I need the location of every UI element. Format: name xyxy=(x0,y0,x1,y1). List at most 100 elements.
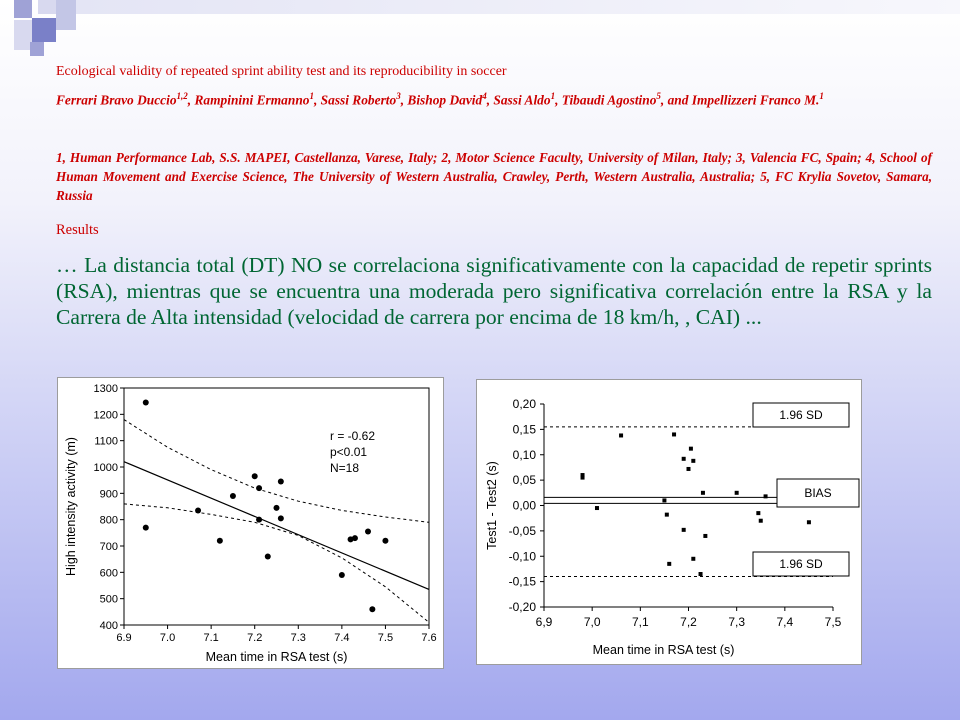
author-affiliation-sup: 3 xyxy=(396,91,401,101)
reference-line-label: 1.96 SD xyxy=(779,408,823,422)
x-tick-label: 7,4 xyxy=(776,615,793,629)
data-point xyxy=(681,527,686,532)
y-tick-label: 0,20 xyxy=(513,397,537,411)
data-point xyxy=(806,520,811,525)
data-point xyxy=(664,512,669,517)
paper-title: Ecological validity of repeated sprint a… xyxy=(56,64,507,79)
data-point xyxy=(758,518,763,523)
top-band xyxy=(76,0,960,14)
y-tick-label: 0,15 xyxy=(513,422,537,436)
x-tick-label: 7.0 xyxy=(160,632,175,644)
x-tick-label: 7.5 xyxy=(378,632,393,644)
decor-square-2 xyxy=(38,0,56,14)
data-point xyxy=(277,478,284,485)
affiliations: 1, Human Performance Lab, S.S. MAPEI, Ca… xyxy=(56,150,932,203)
x-axis-label: Mean time in RSA test (s) xyxy=(206,650,348,664)
decor-square-1 xyxy=(14,0,32,18)
x-tick-label: 7.2 xyxy=(247,632,262,644)
reference-line-label: 1.96 SD xyxy=(779,557,823,571)
y-tick-label: 0,05 xyxy=(513,473,537,487)
stat-annotation: r = -0.62 xyxy=(330,429,375,443)
data-point xyxy=(703,533,708,538)
y-tick-label: 600 xyxy=(100,567,118,579)
data-point xyxy=(691,458,696,463)
data-point xyxy=(195,507,202,514)
data-point xyxy=(277,515,284,522)
data-point xyxy=(734,490,739,495)
confidence-band-lower xyxy=(123,503,430,623)
author-list: Ferrari Bravo Duccio1,2, Rampinini Erman… xyxy=(56,91,824,108)
data-point xyxy=(619,433,624,438)
y-tick-label: -0,10 xyxy=(509,549,537,563)
author-name: Impellizzeri Franco M. xyxy=(691,92,820,108)
data-point xyxy=(698,572,703,577)
results-body-text: … La distancia total (DT) NO se correlac… xyxy=(56,253,932,329)
data-point xyxy=(229,492,236,499)
stat-annotation: N=18 xyxy=(330,461,359,475)
author-name: Sassi Aldo xyxy=(493,92,551,108)
data-point xyxy=(273,504,280,511)
y-tick-label: 500 xyxy=(100,594,118,606)
stat-annotation: p<0.01 xyxy=(330,445,367,459)
data-point xyxy=(264,553,271,560)
x-tick-label: 6,9 xyxy=(536,615,553,629)
data-point xyxy=(667,561,672,566)
author-name: Rampinini Ermanno xyxy=(194,92,310,108)
y-tick-label: -0,05 xyxy=(509,524,537,538)
data-point xyxy=(256,516,263,523)
data-point xyxy=(688,446,693,451)
data-point xyxy=(763,494,768,499)
data-point xyxy=(580,475,585,480)
correlation-chart-panel: 6.9 7.0 7.1 7.2 7.3 7.4 7.5 7.6 400 500 600 700 800 9… xyxy=(57,377,444,669)
data-point xyxy=(686,466,691,471)
data-point xyxy=(681,456,686,461)
decor-square-5 xyxy=(32,18,56,42)
correlation-scatter-chart: 6.9 7.0 7.1 7.2 7.3 7.4 7.5 7.6 400 500 600 700 800 9… xyxy=(64,383,437,664)
decor-square-4 xyxy=(14,20,32,50)
y-tick-label: -0,15 xyxy=(509,575,537,589)
y-tick-label: -0,20 xyxy=(509,600,537,614)
y-tick-label: 1300 xyxy=(94,383,118,395)
y-tick-label: 700 xyxy=(100,541,118,553)
author-affiliation-sup: 5 xyxy=(656,91,661,101)
y-axis-label: High intensity activity (m) xyxy=(64,437,78,576)
x-tick-label: 7.1 xyxy=(203,632,218,644)
author-affiliation-sup: 1 xyxy=(309,91,314,101)
y-tick-label: 1100 xyxy=(94,436,118,448)
data-point xyxy=(338,571,345,578)
data-point xyxy=(594,506,599,511)
author-affiliation-sup: 1 xyxy=(550,91,556,101)
regression-line xyxy=(123,461,430,590)
reference-label-box xyxy=(752,402,850,428)
data-point xyxy=(142,524,149,531)
y-tick-label: 1200 xyxy=(94,409,118,421)
data-point xyxy=(700,490,705,495)
author-name: Tibaudi Agostino xyxy=(561,92,657,108)
y-tick-label: 0,00 xyxy=(513,499,537,513)
x-tick-label: 7,1 xyxy=(632,615,649,629)
x-tick-label: 7.6 xyxy=(421,632,436,644)
data-point xyxy=(369,606,376,613)
decor-square-3 xyxy=(56,0,76,30)
author-name: Sassi Roberto xyxy=(320,92,397,108)
data-point xyxy=(756,511,761,516)
y-tick-label: 800 xyxy=(100,515,118,527)
plot-frame xyxy=(123,387,430,626)
bland-altman-chart: 6,9 7,0 7,1 7,2 7,3 7,4 7,5 -0,20 -0,15 -0,10 -0,0… xyxy=(485,397,860,657)
decor-square-6 xyxy=(30,42,44,56)
x-tick-label: 7.3 xyxy=(291,632,306,644)
data-point xyxy=(365,528,371,535)
y-tick-label: 900 xyxy=(100,488,118,500)
reference-label-box xyxy=(752,551,850,577)
data-point xyxy=(216,537,223,544)
data-point xyxy=(672,432,677,437)
confidence-band-upper xyxy=(123,419,430,523)
data-point xyxy=(251,473,258,480)
y-tick-label: 1000 xyxy=(94,462,118,474)
x-tick-label: 7.4 xyxy=(334,632,349,644)
data-point xyxy=(691,556,696,561)
data-point xyxy=(662,498,667,503)
x-tick-label: 7,2 xyxy=(680,615,697,629)
x-axis-label: Mean time in RSA test (s) xyxy=(593,643,735,657)
x-tick-label: 7,3 xyxy=(728,615,745,629)
